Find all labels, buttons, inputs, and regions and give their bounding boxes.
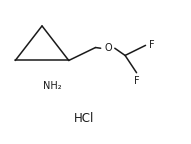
Text: O: O <box>104 43 112 53</box>
Text: HCl: HCl <box>74 112 94 125</box>
Text: NH₂: NH₂ <box>43 81 62 91</box>
Text: F: F <box>134 76 139 86</box>
Text: F: F <box>149 40 155 50</box>
